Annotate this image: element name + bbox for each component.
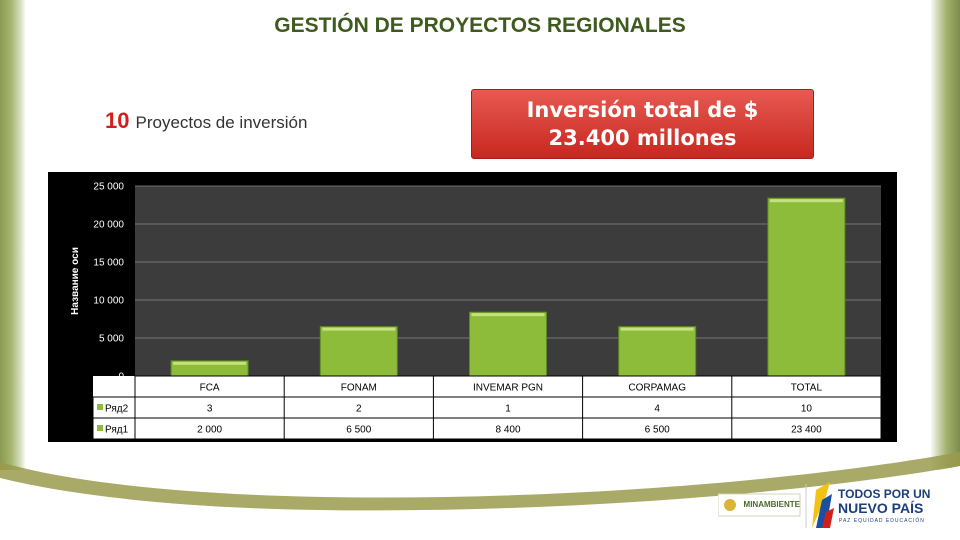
investment-line-1: Inversión total de $ (526, 98, 759, 122)
bar (469, 311, 547, 377)
projects-count-number: 10 (105, 108, 130, 133)
y-axis-title: Название оси (70, 247, 81, 315)
table-cell-value: 2 000 (197, 425, 222, 436)
ministry-logo-text: MINAMBIENTE (743, 500, 800, 509)
table-cell-value: 1 (505, 404, 511, 415)
y-tick-label: 5 000 (99, 334, 124, 345)
slogan-sub: PAZ EQUIDAD EDUCACIÓN (839, 518, 925, 524)
left-decorative-band (0, 0, 26, 470)
flag-red-icon (822, 508, 834, 528)
bar (618, 326, 697, 377)
slogan-line-1: TODOS POR UN (838, 487, 931, 501)
legend-key (97, 425, 103, 431)
investment-line-2: 23.400 millones (548, 126, 737, 150)
bar (767, 197, 846, 377)
projects-count: 10 Proyectos de inversión (105, 108, 307, 134)
legend-key (97, 404, 103, 410)
x-category-label: TOTAL (791, 383, 823, 394)
table-cell-value: 2 (356, 404, 362, 415)
x-category-label: FCA (200, 383, 220, 394)
page-title: GESTIÓN DE PROYECTOS REGIONALES (274, 14, 686, 37)
x-category-label: INVEMAR PGN (473, 383, 543, 394)
bar-highlight (769, 199, 843, 203)
coat-of-arms-icon (724, 499, 736, 511)
investment-total-box: Inversión total de $ 23.400 millones (471, 89, 814, 159)
projects-count-label: Proyectos de inversión (135, 113, 308, 132)
y-tick-label: 20 000 (93, 220, 124, 231)
table-cell-value: 3 (207, 404, 213, 415)
table-cell-value: 23 400 (791, 425, 822, 436)
series-label: Ряд2 (105, 404, 129, 415)
footer-logo-graphics (717, 482, 834, 528)
y-tick-label: 10 000 (93, 296, 124, 307)
bar (319, 326, 398, 377)
data-table (93, 376, 881, 439)
bar-highlight (620, 327, 694, 331)
slogan-line-2: NUEVO PAÍS (838, 500, 924, 516)
y-tick-label: 25 000 (93, 182, 124, 193)
x-category-label: CORPAMAG (628, 383, 686, 394)
bar-highlight (471, 313, 545, 317)
table-cell-value: 10 (801, 404, 813, 415)
series-label: Ряд1 (105, 425, 129, 436)
x-category-label: FONAM (341, 383, 377, 394)
table-cell-value: 8 400 (495, 425, 520, 436)
y-tick-label: 15 000 (93, 258, 124, 269)
table-cell-value: 4 (654, 404, 660, 415)
table-cell-value: 6 500 (346, 425, 371, 436)
flag-blue-icon (816, 494, 832, 528)
bar-highlight (173, 361, 247, 365)
bar-highlight (322, 327, 396, 331)
footer-logos: MINAMBIENTE TODOS POR UN NUEVO PAÍS PAZ … (717, 478, 948, 537)
right-decorative-band (930, 0, 960, 470)
table-cell-value: 6 500 (645, 425, 670, 436)
